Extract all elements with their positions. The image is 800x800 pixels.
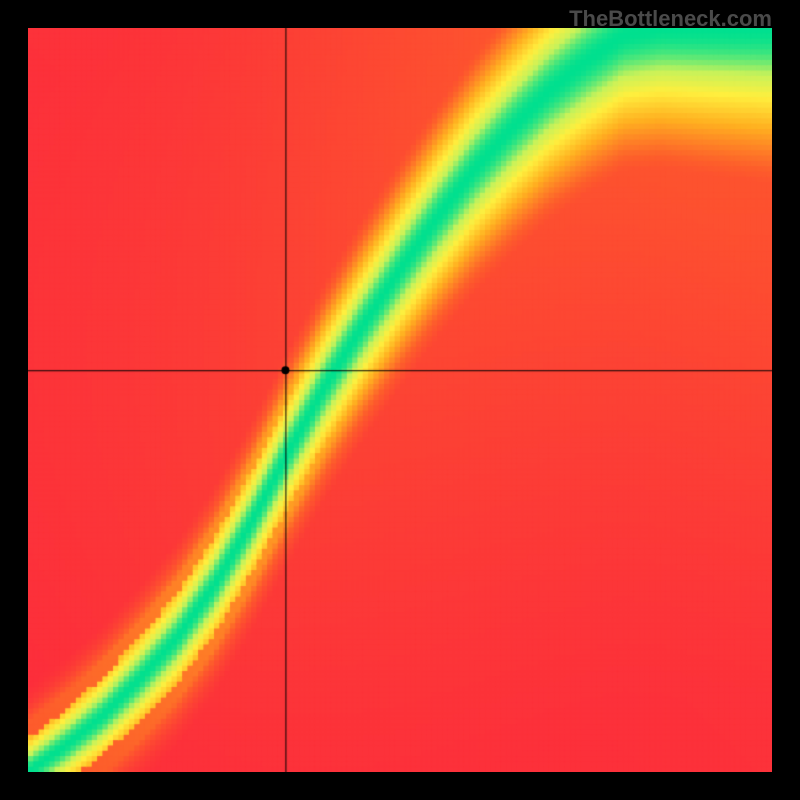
chart-container: TheBottleneck.com <box>0 0 800 800</box>
watermark-text: TheBottleneck.com <box>569 6 772 32</box>
bottleneck-heatmap <box>28 28 772 772</box>
